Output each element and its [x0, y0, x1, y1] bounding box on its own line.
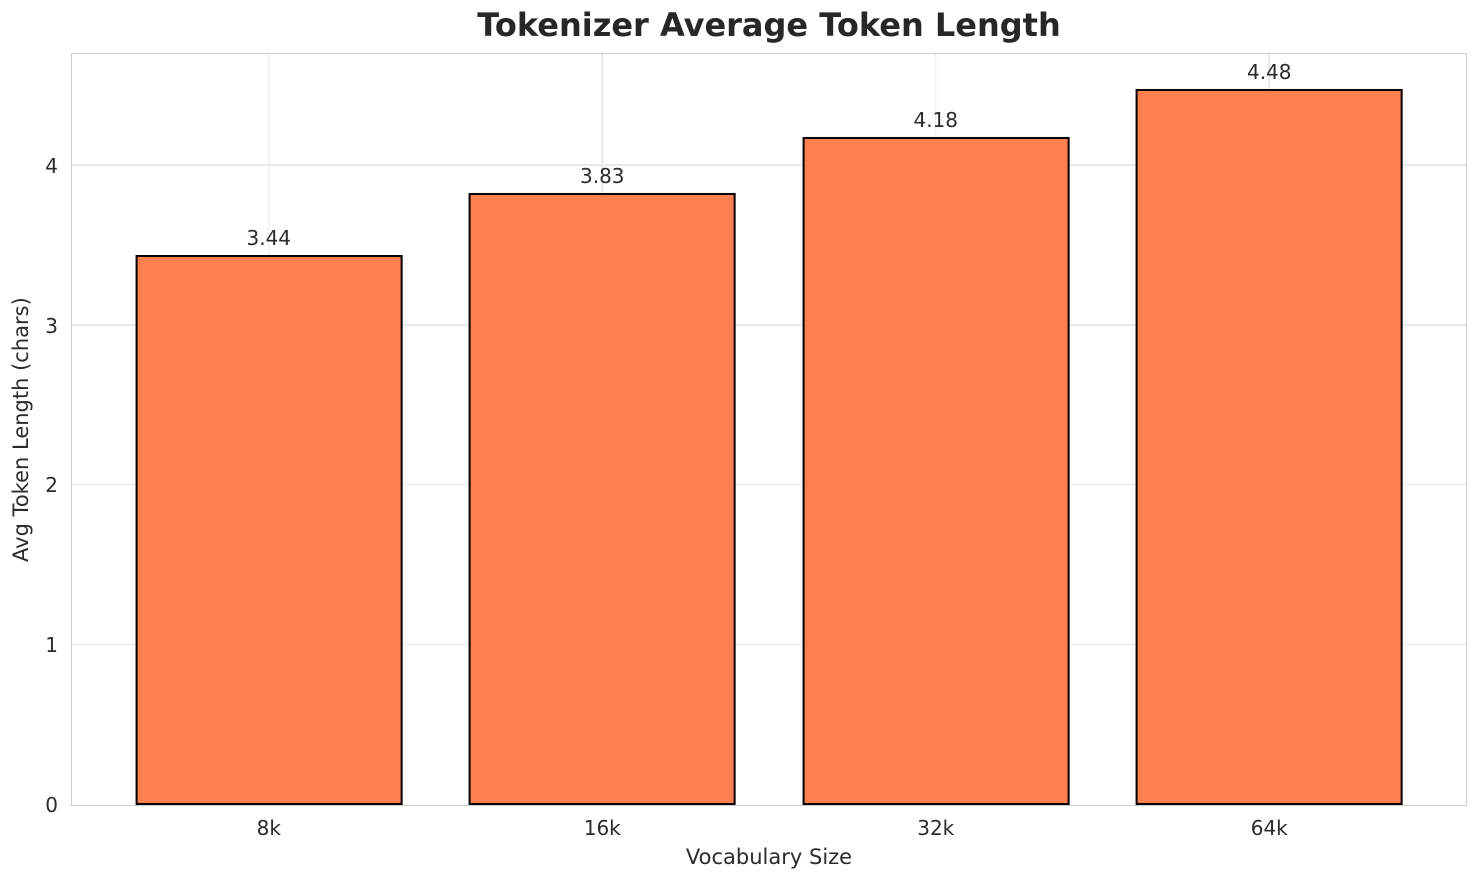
x-tick-label: 64k — [1250, 816, 1288, 840]
bar-value-label: 4.18 — [913, 108, 958, 133]
gridline-horizontal — [72, 164, 1466, 166]
x-tick-label: 32k — [917, 816, 955, 840]
chart-title: Tokenizer Average Token Length — [477, 6, 1061, 44]
gridline-horizontal — [72, 483, 1466, 486]
bar-value-label: 3.44 — [246, 226, 292, 251]
x-tick-label: 8k — [256, 816, 281, 840]
y-tick-label: 2 — [45, 473, 58, 498]
x-tick-label: 16k — [583, 816, 621, 840]
gridline-horizontal — [72, 324, 1466, 326]
y-tick-label: 4 — [45, 153, 58, 178]
y-tick-label: 0 — [45, 793, 58, 817]
bar-value-label: 3.83 — [579, 164, 625, 189]
y-tick-label: 3 — [45, 313, 58, 338]
bar-64k: 4.48 — [1135, 60, 1403, 805]
gridline-horizontal — [72, 643, 1466, 646]
bar-16k: 3.83 — [468, 164, 736, 805]
y-axis-label: Avg Token Length (chars) — [9, 297, 33, 562]
bar-8k: 3.44 — [135, 226, 403, 805]
plot-area: 0 1 2 3 4 3.44 8k 3.83 16k 4.18 32k 4.48 64k — [45, 53, 1467, 838]
bar-32k: 4.18 — [802, 108, 1070, 805]
y-tick-label: 1 — [45, 633, 58, 658]
x-axis-label: Vocabulary Size — [685, 845, 853, 869]
bar-value-label: 4.48 — [1246, 60, 1292, 85]
